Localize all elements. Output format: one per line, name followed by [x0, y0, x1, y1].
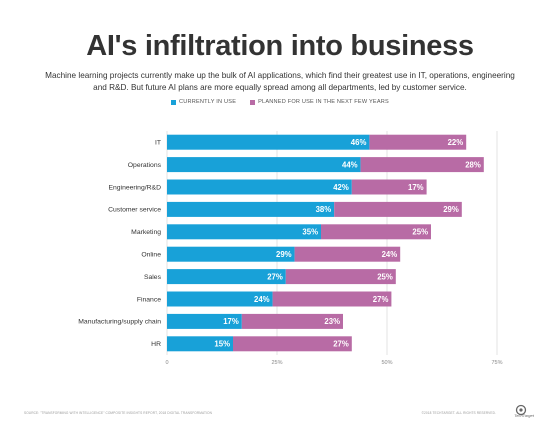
category-label: Sales — [144, 274, 162, 281]
category-label: Finance — [137, 296, 161, 303]
data-label-planned: 27% — [373, 295, 389, 304]
category-label: Marketing — [131, 229, 161, 236]
bar-current — [167, 179, 352, 195]
category-label: Operations — [128, 162, 162, 169]
legend-swatch-current — [171, 99, 177, 105]
bar-current — [167, 157, 361, 173]
data-label-planned: 22% — [448, 138, 464, 147]
chart-title: AI's infiltration into business — [86, 30, 474, 62]
data-label-current: 27% — [267, 272, 283, 281]
bar-planned — [369, 134, 467, 150]
legend-swatch-planned — [250, 99, 256, 105]
legend-label-planned: PLANNED FOR USE IN THE NEXT FEW YEARS — [258, 99, 389, 105]
data-label-current: 29% — [276, 250, 292, 259]
bar-current — [167, 201, 335, 217]
bar-current — [167, 291, 273, 307]
x-tick-label: 50% — [381, 360, 392, 366]
data-label-current: 24% — [254, 295, 270, 304]
data-label-planned: 23% — [324, 317, 340, 326]
techtarget-logo: TechTarget — [514, 404, 535, 418]
category-label: IT — [155, 140, 161, 147]
bar-planned — [285, 269, 396, 285]
category-label: HR — [151, 341, 161, 348]
chart-subtitle: Machine learning projects currently make… — [45, 71, 515, 92]
bar-planned — [294, 246, 401, 262]
category-label: Manufacturing/supply chain — [78, 319, 161, 326]
data-label-current: 46% — [351, 138, 367, 147]
category-label: Online — [141, 252, 161, 259]
data-label-planned: 17% — [408, 183, 424, 192]
data-label-planned: 25% — [412, 228, 428, 237]
bar-current — [167, 313, 242, 329]
bar-current — [167, 246, 295, 262]
legend: CURRENTLY IN USE PLANNED FOR USE IN THE … — [0, 99, 560, 105]
copyright-note: ©2018 TECHTARGET. ALL RIGHTS RESERVED. — [421, 411, 496, 415]
bar-planned — [334, 201, 462, 217]
bar-planned — [241, 313, 343, 329]
bar-planned — [272, 291, 392, 307]
bar-current — [167, 134, 370, 150]
data-label-current: 17% — [223, 317, 239, 326]
category-label: Customer service — [108, 207, 161, 214]
data-label-planned: 29% — [443, 205, 459, 214]
data-label-current: 38% — [316, 205, 332, 214]
bar-planned — [360, 157, 484, 173]
x-tick-label: 25% — [271, 360, 282, 366]
data-label-planned: 27% — [333, 340, 349, 349]
bar-planned — [351, 179, 427, 195]
bar-planned — [321, 224, 431, 240]
legend-label-current: CURRENTLY IN USE — [179, 99, 237, 105]
x-tick-label: 0 — [165, 360, 168, 366]
svg-text:TechTarget: TechTarget — [514, 413, 535, 418]
data-label-current: 44% — [342, 160, 358, 169]
data-label-planned: 28% — [465, 160, 481, 169]
data-label-current: 15% — [214, 340, 230, 349]
bar-current — [167, 269, 286, 285]
bar-current — [167, 336, 233, 352]
data-label-planned: 24% — [382, 250, 398, 259]
legend-item-planned: PLANNED FOR USE IN THE NEXT FEW YEARS — [250, 99, 389, 105]
x-tick-label: 75% — [491, 360, 502, 366]
source-note: SOURCE: "TRANSFORMING WITH INTELLIGENCE"… — [24, 411, 212, 415]
bar-current — [167, 224, 321, 240]
bar-planned — [233, 336, 352, 352]
data-label-planned: 25% — [377, 272, 393, 281]
data-label-current: 42% — [333, 183, 349, 192]
legend-item-current: CURRENTLY IN USE — [171, 99, 236, 105]
category-label: Engineering/R&D — [108, 184, 161, 191]
data-label-current: 35% — [302, 228, 318, 237]
